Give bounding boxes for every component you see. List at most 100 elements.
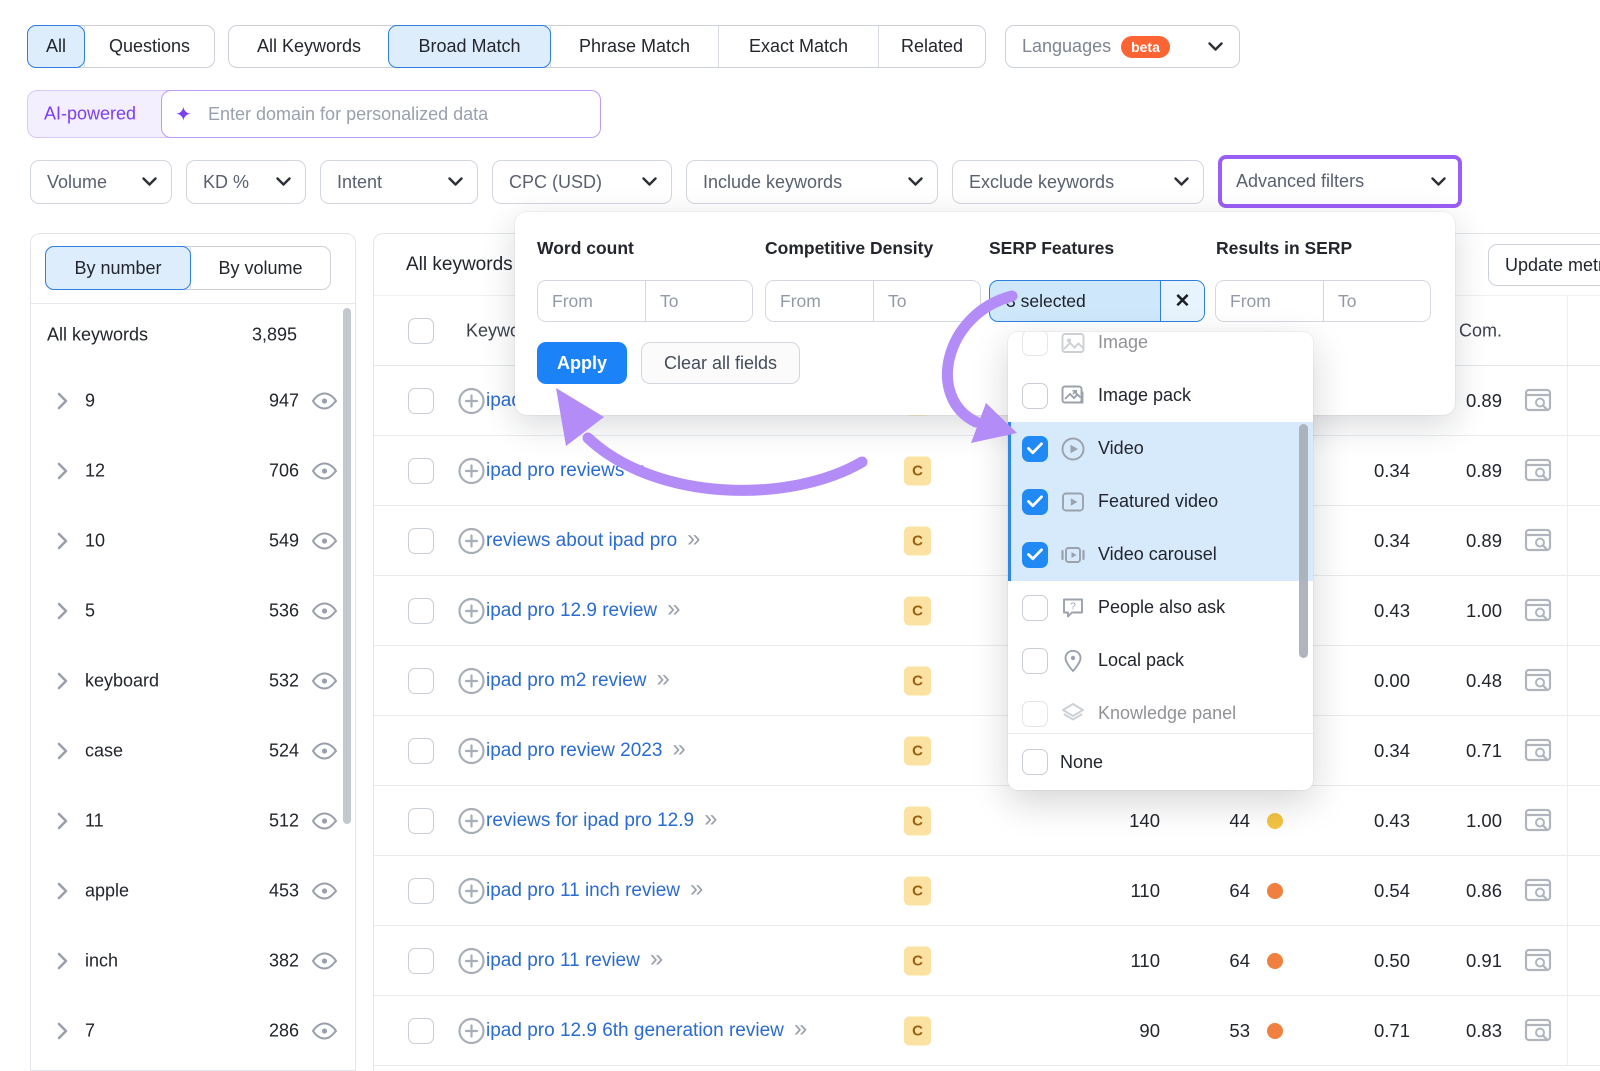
- keyword-link[interactable]: ipad pro 11 review: [486, 949, 640, 971]
- add-to-list-icon[interactable]: [458, 597, 485, 624]
- filter-dropdown-button[interactable]: CPC (USD): [492, 160, 672, 204]
- row-checkbox[interactable]: [408, 1017, 434, 1044]
- option-checkbox[interactable]: [1022, 700, 1048, 727]
- add-to-list-icon[interactable]: [458, 947, 485, 974]
- eye-icon[interactable]: [311, 881, 338, 901]
- word-count-to-input[interactable]: [645, 281, 752, 321]
- results-from-input[interactable]: [1216, 281, 1323, 321]
- chevron-right-icon[interactable]: [57, 812, 68, 830]
- keyword-group-item[interactable]: inch 382: [31, 926, 343, 996]
- option-checkbox[interactable]: [1022, 749, 1048, 775]
- match-type-tab[interactable]: Broad Match: [388, 25, 551, 68]
- keyword-link[interactable]: ipad pro 12.9 6th generation review: [486, 1019, 784, 1041]
- chevron-right-icon[interactable]: [57, 392, 68, 410]
- add-to-list-icon[interactable]: [458, 877, 485, 904]
- keyword-group-item[interactable]: 5 536: [31, 576, 343, 646]
- add-to-list-icon[interactable]: [458, 457, 485, 484]
- chevron-right-icon[interactable]: [57, 882, 68, 900]
- languages-dropdown[interactable]: Languages beta: [1005, 25, 1240, 68]
- chevron-right-icon[interactable]: [57, 1022, 68, 1040]
- keyword-link[interactable]: ipad pro m2 review: [486, 669, 647, 691]
- option-checkbox[interactable]: [1022, 435, 1048, 462]
- select-all-checkbox[interactable]: [408, 317, 434, 344]
- serp-feature-option[interactable]: Local pack: [1008, 634, 1313, 687]
- chevron-right-icon[interactable]: [57, 462, 68, 480]
- open-keyword-icon[interactable]: »: [687, 525, 701, 552]
- open-keyword-icon[interactable]: »: [667, 595, 681, 622]
- clear-selection-icon[interactable]: ✕: [1160, 281, 1204, 321]
- serp-feature-option[interactable]: Video: [1008, 422, 1313, 475]
- eye-icon[interactable]: [311, 461, 338, 481]
- keyword-link[interactable]: reviews about ipad pro: [486, 529, 678, 551]
- open-keyword-icon[interactable]: »: [704, 805, 718, 832]
- eye-icon[interactable]: [311, 671, 338, 691]
- keyword-link[interactable]: reviews for ipad pro 12.9: [486, 809, 695, 831]
- serp-preview-icon[interactable]: [1524, 458, 1554, 484]
- serp-feature-option[interactable]: Featured video: [1008, 475, 1313, 528]
- eye-icon[interactable]: [311, 601, 338, 621]
- serp-preview-icon[interactable]: [1524, 738, 1554, 764]
- domain-input[interactable]: [161, 90, 601, 138]
- filter-dropdown-button[interactable]: Exclude keywords: [952, 160, 1204, 204]
- open-keyword-icon[interactable]: »: [656, 665, 670, 692]
- serp-preview-icon[interactable]: [1524, 528, 1554, 554]
- add-to-list-icon[interactable]: [458, 667, 485, 694]
- add-to-list-icon[interactable]: [458, 527, 485, 554]
- serp-feature-option[interactable]: ? People also ask: [1008, 581, 1313, 634]
- word-count-from-input[interactable]: [538, 281, 645, 321]
- option-checkbox[interactable]: [1022, 647, 1048, 674]
- serp-preview-icon[interactable]: [1524, 878, 1554, 904]
- sort-toggle-option[interactable]: By volume: [190, 247, 330, 289]
- option-checkbox[interactable]: [1022, 332, 1048, 356]
- open-keyword-icon[interactable]: »: [672, 735, 686, 762]
- option-checkbox[interactable]: [1022, 594, 1048, 621]
- keyword-link[interactable]: ipad pro reviews: [486, 459, 625, 481]
- com-column-header[interactable]: Com.: [1458, 320, 1502, 340]
- option-checkbox[interactable]: [1022, 541, 1048, 568]
- eye-icon[interactable]: [311, 531, 338, 551]
- keyword-group-item[interactable]: 9 947: [31, 366, 343, 436]
- keyword-group-item[interactable]: keyboard 532: [31, 646, 343, 716]
- option-checkbox[interactable]: [1022, 382, 1048, 409]
- update-metrics-button[interactable]: Update metrics: [1488, 244, 1600, 286]
- add-to-list-icon[interactable]: [458, 387, 485, 414]
- add-to-list-icon[interactable]: [458, 807, 485, 834]
- density-to-input[interactable]: [873, 281, 980, 321]
- row-checkbox[interactable]: [408, 947, 434, 974]
- chevron-right-icon[interactable]: [57, 532, 68, 550]
- keyword-link[interactable]: ipad pro review 2023: [486, 739, 663, 761]
- keyword-group-item[interactable]: apple 453: [31, 856, 343, 926]
- serp-feature-option[interactable]: Video carousel: [1008, 528, 1313, 581]
- filter-dropdown-button[interactable]: KD %: [186, 160, 306, 204]
- add-to-list-icon[interactable]: [458, 1017, 485, 1044]
- filter-dropdown-button[interactable]: Volume: [30, 160, 172, 204]
- serp-feature-option[interactable]: Image: [1008, 332, 1313, 369]
- serp-preview-icon[interactable]: [1524, 388, 1554, 414]
- chevron-right-icon[interactable]: [57, 602, 68, 620]
- clear-all-fields-button[interactable]: Clear all fields: [641, 342, 801, 384]
- row-checkbox[interactable]: [408, 597, 434, 624]
- eye-icon[interactable]: [311, 391, 338, 411]
- row-checkbox[interactable]: [408, 737, 434, 764]
- row-checkbox[interactable]: [408, 807, 434, 834]
- keyword-group-item[interactable]: 12 706: [31, 436, 343, 506]
- match-type-tab[interactable]: All Keywords: [229, 26, 389, 67]
- apply-button[interactable]: Apply: [537, 342, 627, 384]
- chevron-right-icon[interactable]: [57, 672, 68, 690]
- match-type-tab[interactable]: Phrase Match: [550, 26, 718, 67]
- serp-preview-icon[interactable]: [1524, 598, 1554, 624]
- scope-tab[interactable]: Questions: [84, 26, 214, 67]
- keyword-group-item[interactable]: 7 286: [31, 996, 343, 1066]
- results-to-input[interactable]: [1323, 281, 1430, 321]
- option-checkbox[interactable]: [1022, 488, 1048, 515]
- row-checkbox[interactable]: [408, 667, 434, 694]
- sidebar-scrollbar[interactable]: [343, 308, 351, 824]
- eye-icon[interactable]: [311, 741, 338, 761]
- filter-dropdown-button[interactable]: Include keywords: [686, 160, 938, 204]
- match-type-tab[interactable]: Related: [878, 26, 985, 67]
- eye-icon[interactable]: [311, 1021, 338, 1041]
- serp-preview-icon[interactable]: [1524, 668, 1554, 694]
- scope-tab[interactable]: All: [27, 25, 85, 68]
- row-checkbox[interactable]: [408, 527, 434, 554]
- advanced-filters-button[interactable]: Advanced filters: [1222, 159, 1458, 204]
